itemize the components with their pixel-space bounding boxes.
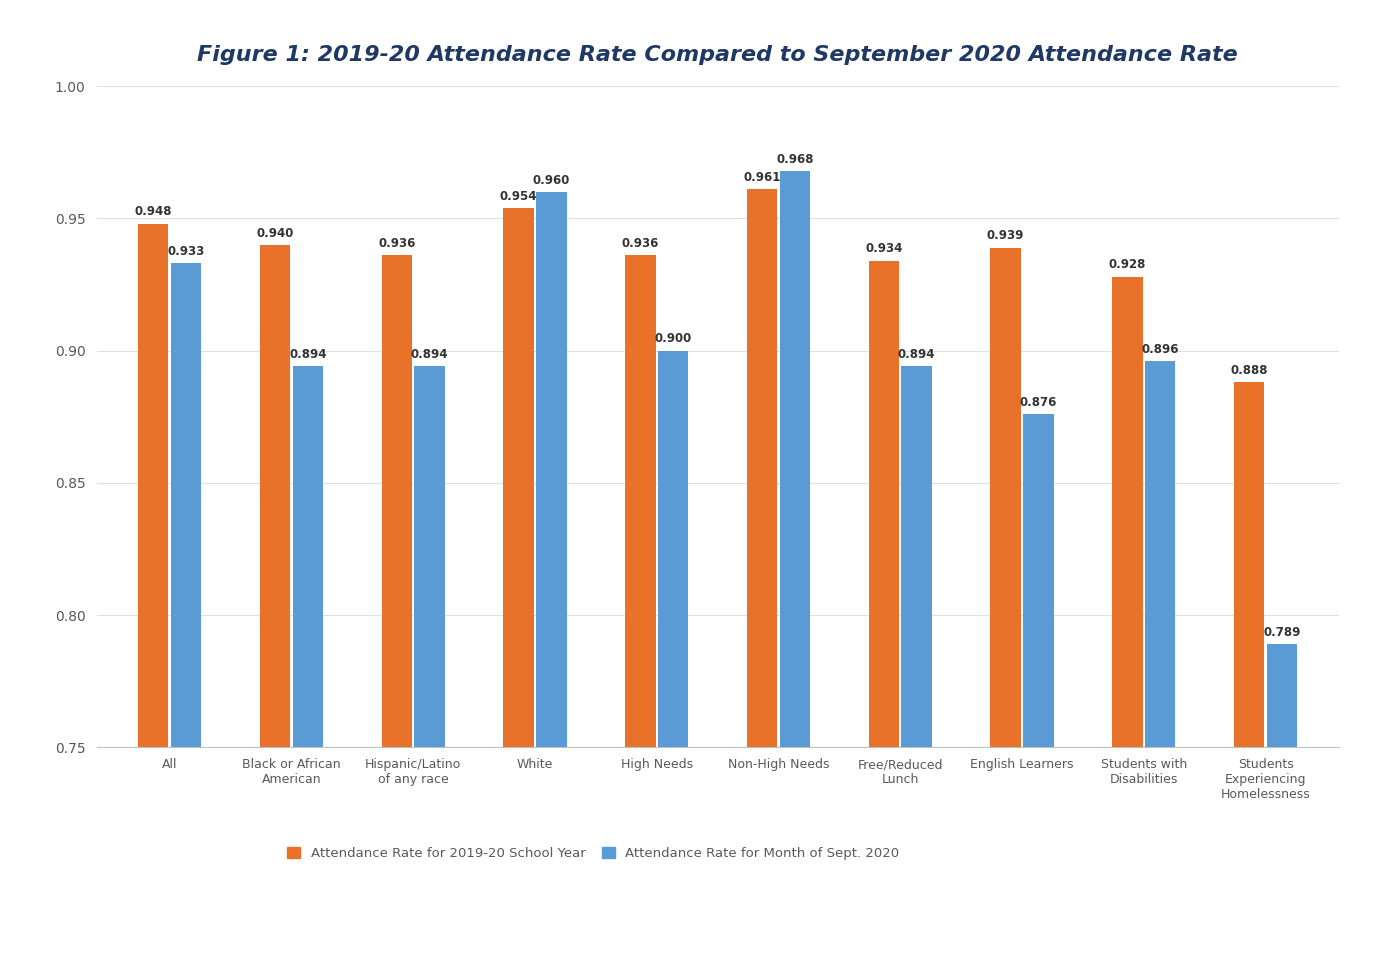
Text: 0.894: 0.894 [898, 348, 936, 361]
Bar [537, 192, 567, 958]
Bar [658, 351, 689, 958]
Text: 0.876: 0.876 [1020, 396, 1057, 409]
Bar [991, 247, 1021, 958]
Text: 0.968: 0.968 [776, 152, 814, 166]
Bar [1234, 382, 1264, 958]
Text: 0.928: 0.928 [1108, 259, 1145, 271]
Text: 0.896: 0.896 [1141, 343, 1179, 356]
Bar [1112, 277, 1143, 958]
Legend: Attendance Rate for 2019-20 School Year, Attendance Rate for Month of Sept. 2020: Attendance Rate for 2019-20 School Year,… [287, 847, 900, 859]
Text: 0.888: 0.888 [1231, 364, 1268, 377]
Bar [259, 245, 290, 958]
Text: 0.960: 0.960 [533, 173, 570, 187]
Bar [381, 256, 413, 958]
Text: 0.933: 0.933 [167, 245, 204, 258]
Bar [901, 367, 932, 958]
Bar [504, 208, 534, 958]
Text: 0.961: 0.961 [744, 171, 781, 184]
Bar [1145, 361, 1176, 958]
Text: 0.936: 0.936 [378, 238, 415, 250]
Text: 0.954: 0.954 [500, 190, 537, 202]
Text: 0.936: 0.936 [621, 238, 660, 250]
Bar [747, 190, 777, 958]
Bar [293, 367, 323, 958]
Bar [625, 256, 655, 958]
Text: 0.940: 0.940 [257, 227, 294, 240]
Text: 0.948: 0.948 [134, 205, 172, 218]
Bar [868, 261, 898, 958]
Bar [1267, 644, 1297, 958]
Bar [1023, 414, 1054, 958]
Text: 0.939: 0.939 [987, 229, 1024, 242]
Text: 0.900: 0.900 [654, 332, 691, 345]
Bar [780, 171, 810, 958]
Text: 0.894: 0.894 [290, 348, 327, 361]
Text: 0.789: 0.789 [1263, 626, 1301, 639]
Bar [414, 367, 444, 958]
Text: 0.894: 0.894 [411, 348, 449, 361]
Bar [171, 263, 201, 958]
Text: 0.934: 0.934 [865, 242, 903, 256]
Bar [138, 224, 168, 958]
Title: Figure 1: 2019-20 Attendance Rate Compared to September 2020 Attendance Rate: Figure 1: 2019-20 Attendance Rate Compar… [197, 45, 1238, 65]
